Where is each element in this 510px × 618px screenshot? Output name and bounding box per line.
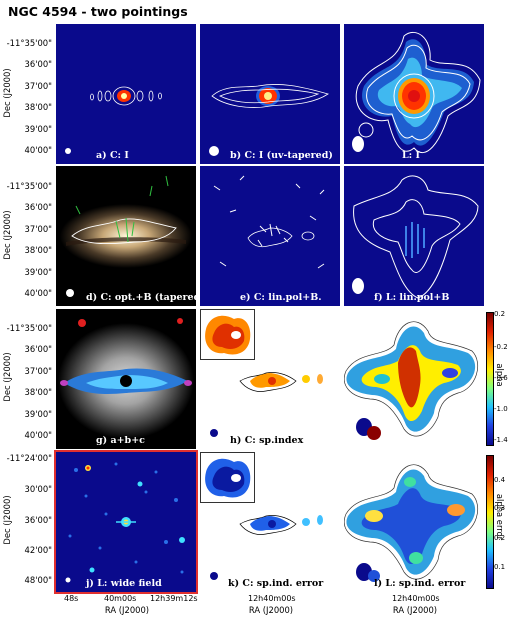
panel-label: a) C: I: [96, 150, 129, 161]
y-tick: 38'00": [24, 102, 52, 112]
panel-i-l-spindex: i) L: sp.index: [344, 309, 484, 449]
panel-c-l-i: L: I: [344, 24, 484, 164]
panel-j-wide-field: j) L: wide field: [54, 450, 198, 594]
panel-a-image: [56, 24, 196, 164]
y-tick: -11°35'00": [6, 38, 52, 48]
panel-d-image: [56, 166, 196, 306]
panel-label: k) C: sp.ind. error: [228, 578, 324, 589]
y-tick: 37'00": [24, 81, 52, 91]
panel-l-l-spind-error: l) L: sp.ind. error: [344, 452, 484, 592]
y-tick: 42'00": [24, 545, 52, 555]
x-tick: 40m00s: [104, 594, 137, 603]
y-tick: 48'00": [24, 575, 52, 585]
panel-k-image: [200, 452, 340, 592]
panel-label: g) a+b+c: [96, 435, 145, 446]
x-tick: 12h40m00s: [392, 594, 440, 603]
panel-b-c-i-tapered: b) C: I (uv-tapered): [200, 24, 340, 164]
panel-label: b) C: I (uv-tapered): [230, 150, 333, 161]
panel-b-image: [200, 24, 340, 164]
y-tick: 36'00": [24, 59, 52, 69]
panel-g-composite: g) a+b+c: [56, 309, 196, 449]
panel-label: d) C: opt.+B (tapered): [86, 292, 196, 303]
colorbar-tick: -0.2: [494, 343, 508, 351]
x-tick: 48s: [64, 594, 79, 603]
colorbar-label: alpha: [495, 363, 505, 387]
y-axis-label: Dec (J2000): [2, 495, 12, 545]
y-tick: -11°24'00": [6, 453, 52, 463]
y-tick: 40'00": [24, 430, 52, 440]
panel-h-c-spindex: h) C: sp.index: [200, 309, 340, 449]
x-axis-label: RA (J2000): [392, 605, 438, 615]
panel-c-image: [344, 24, 484, 164]
figure-title: NGC 4594 - two pointings: [8, 4, 188, 19]
y-tick: 38'00": [24, 245, 52, 255]
y-tick: 36'00": [24, 515, 52, 525]
panel-d-opt-b: d) C: opt.+B (tapered): [56, 166, 196, 306]
y-tick: -11°35'00": [6, 323, 52, 333]
y-axis-label: Dec (J2000): [2, 68, 12, 118]
panel-f-image: [344, 166, 484, 306]
y-tick: 38'00": [24, 387, 52, 397]
y-tick: 37'00": [24, 224, 52, 234]
y-tick: 37'00": [24, 366, 52, 376]
colorbar-label: alpha error: [495, 493, 505, 541]
panel-k-c-spind-error: k) C: sp.ind. error: [200, 452, 340, 592]
y-tick: -11°35'00": [6, 181, 52, 191]
colorbar-tick: 0.3: [494, 504, 506, 512]
panel-g-image: [56, 309, 196, 449]
y-axis-label: Dec (J2000): [2, 210, 12, 260]
x-axis-label: RA (J2000): [104, 605, 150, 615]
y-tick: 30'00": [24, 484, 52, 494]
y-tick: 36'00": [24, 344, 52, 354]
panel-label: j) L: wide field: [86, 578, 162, 589]
y-tick: 39'00": [24, 124, 52, 134]
colorbar-tick: -1.4: [494, 436, 508, 444]
colorbar-tick: 0.2: [494, 534, 506, 542]
colorbar-tick: 0.1: [494, 563, 506, 571]
x-axis-label: RA (J2000): [248, 605, 294, 615]
panel-f-l-linpol: f) L: lin.pol+B: [344, 166, 484, 306]
y-tick: 39'00": [24, 409, 52, 419]
y-tick: 40'00": [24, 288, 52, 298]
panel-h-image: [200, 309, 340, 449]
panel-label: l) L: sp.ind. error: [374, 578, 466, 589]
panel-label: f) L: lin.pol+B: [374, 292, 450, 303]
y-tick: 40'00": [24, 145, 52, 155]
colorbar-alpha-error: [486, 455, 494, 589]
colorbar-tick: -1.0: [494, 405, 508, 413]
panel-e-image: [200, 166, 340, 306]
panel-e-linpol: e) C: lin.pol+B.: [200, 166, 340, 306]
y-tick: 36'00": [24, 202, 52, 212]
x-tick: 12h40m00s: [248, 594, 296, 603]
colorbar-alpha: [486, 312, 494, 446]
colorbar-tick: 0.2: [494, 310, 506, 318]
y-tick: 39'00": [24, 267, 52, 277]
colorbar-tick: -0.6: [494, 374, 508, 382]
panel-i-image: [344, 309, 484, 449]
panel-label: e) C: lin.pol+B.: [240, 292, 322, 303]
panel-a-c-i: a) C: I: [56, 24, 196, 164]
panel-l-image: [344, 452, 484, 592]
x-tick: 12h39m12s: [150, 594, 198, 603]
panel-label: i) L: sp.index: [382, 435, 452, 446]
panel-j-image: [56, 452, 196, 592]
y-axis-label: Dec (J2000): [2, 352, 12, 402]
panel-label: h) C: sp.index: [230, 435, 304, 446]
colorbar-tick: 0.4: [494, 476, 506, 484]
panel-label: L: I: [402, 150, 420, 161]
